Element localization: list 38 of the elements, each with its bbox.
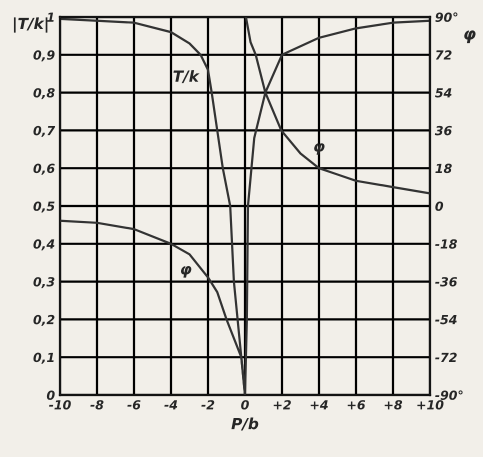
y-tick-label: 0,6 <box>33 164 55 175</box>
y-tick-label: 0,9 <box>33 50 55 62</box>
y2-tick-label: -90° <box>435 390 463 400</box>
y-tick-label: 0,7 <box>33 126 56 137</box>
x-tick-label: +4 <box>310 400 328 410</box>
y-tick-label: 0,5 <box>33 201 54 213</box>
x-tick-label: +8 <box>384 400 402 410</box>
x-tick-label: -10 <box>49 400 71 410</box>
y2-tick-label: 36 <box>434 126 452 136</box>
y-tick-label: 0,2 <box>33 314 54 326</box>
x-tick-label: +10 <box>417 400 444 410</box>
y2-tick-label: 0 <box>435 201 444 211</box>
x-tick-label: -2 <box>201 400 214 410</box>
y2-axis-title: φ <box>464 30 476 44</box>
y-tick-label: 0,4 <box>33 239 54 250</box>
y2-tick-label: -54 <box>435 315 457 324</box>
y2-tick-label: 72 <box>436 50 452 60</box>
y-tick-label: 0,8 <box>33 88 55 100</box>
y2-tick-label: 54 <box>435 88 452 98</box>
y-axis-title: |T/k| <box>14 17 48 33</box>
y-tick-label: 0,1 <box>33 352 54 364</box>
x-tick-label: +2 <box>274 400 291 410</box>
x-tick-label: -6 <box>127 400 140 410</box>
x-tick-label: +6 <box>348 400 366 410</box>
x-axis-title: P/b <box>231 418 258 431</box>
y-tick-label: 0,3 <box>33 277 54 288</box>
annotation: T/k <box>173 70 200 84</box>
y2-tick-label: -18 <box>435 239 457 249</box>
y2-tick-label: -36 <box>435 277 457 287</box>
y-tick-label: 0 <box>46 390 55 400</box>
annotation: φ <box>180 266 192 278</box>
x-tick-label: -4 <box>164 400 178 410</box>
x-tick-label: 0 <box>241 400 249 410</box>
x-tick-label: -8 <box>90 400 104 410</box>
y-tick-label: 1 <box>46 12 54 22</box>
y2-tick-label: -72 <box>435 352 457 362</box>
y2-tick-label: 90° <box>435 12 458 22</box>
y2-tick-label: 18 <box>435 164 452 174</box>
